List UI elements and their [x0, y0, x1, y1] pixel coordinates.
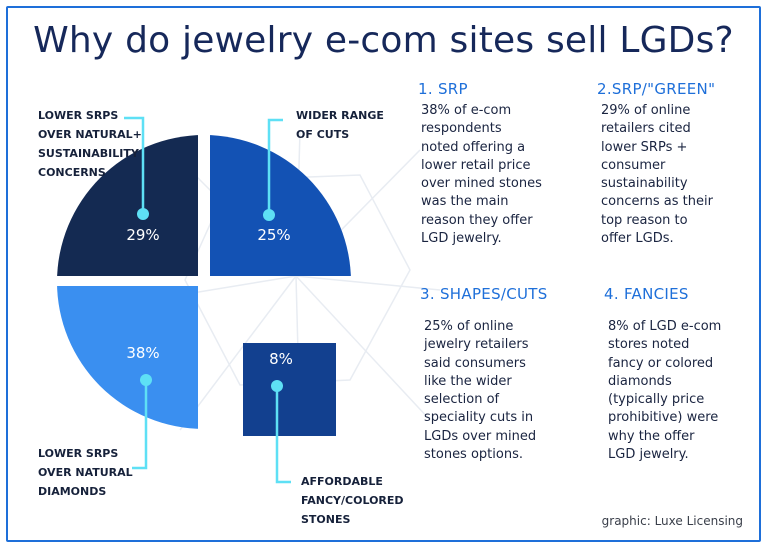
callout-line: LOWER SRPS — [38, 447, 119, 460]
slice-value-label: 38% — [126, 344, 159, 362]
leader-dot — [263, 209, 275, 221]
note-heading-cuts: 3. SHAPES/CUTS — [420, 285, 548, 303]
slice-value-label: 29% — [126, 226, 159, 244]
callout-line: AFFORDABLE — [301, 475, 383, 488]
note-body-green: 29% of online retailers cited lower SRPs… — [601, 103, 713, 247]
note-body-srp: 38% of e-com respondents noted offering … — [421, 103, 542, 247]
leader-dot — [271, 380, 283, 392]
slice-value-label: 25% — [257, 226, 290, 244]
note-heading-srp: 1. SRP — [418, 80, 468, 98]
callout-line: OVER NATURAL — [38, 466, 133, 479]
leader-line — [132, 380, 148, 470]
callout-line: OF CUTS — [296, 128, 350, 141]
callout-line: DIAMONDS — [38, 485, 107, 498]
callout-line: LOWER SRPS — [38, 109, 119, 122]
pie-slice — [210, 135, 351, 276]
leader-line — [275, 386, 291, 484]
callout-line: STONES — [301, 513, 351, 526]
page-title: Why do jewelry e-com sites sell LGDs? — [33, 20, 734, 61]
callout-sustainability: LOWER SRPS OVER NATURAL+ SUSTAINABILITY … — [38, 106, 142, 182]
callout-line: WIDER RANGE — [296, 109, 384, 122]
slice-value-label: 8% — [269, 350, 293, 368]
pie-slice — [57, 286, 198, 429]
callout-line: SUSTAINABILITY — [38, 147, 139, 160]
callout-line: CONCERNS — [38, 166, 106, 179]
note-heading-green: 2.SRP/"GREEN" — [597, 80, 716, 98]
callout-line: FANCY/COLORED — [301, 494, 404, 507]
callout-line: OVER NATURAL+ — [38, 128, 142, 141]
callout-cuts: WIDER RANGE OF CUTS — [296, 106, 384, 144]
leader-line — [267, 118, 283, 215]
callout-fancy-colored: AFFORDABLE FANCY/COLORED STONES — [301, 472, 404, 529]
note-heading-fancies: 4. FANCIES — [604, 285, 689, 303]
note-body-fancies: 8% of LGD e-com stores noted fancy or co… — [608, 319, 722, 463]
credit-text: graphic: Luxe Licensing — [601, 514, 743, 528]
leader-line — [124, 116, 145, 214]
callout-natural-diamonds: LOWER SRPS OVER NATURAL DIAMONDS — [38, 444, 133, 501]
note-body-cuts: 25% of online jewelry retailers said con… — [424, 319, 537, 463]
leader-dot — [137, 208, 149, 220]
pie-slice — [243, 343, 336, 436]
leader-dot — [140, 374, 152, 386]
